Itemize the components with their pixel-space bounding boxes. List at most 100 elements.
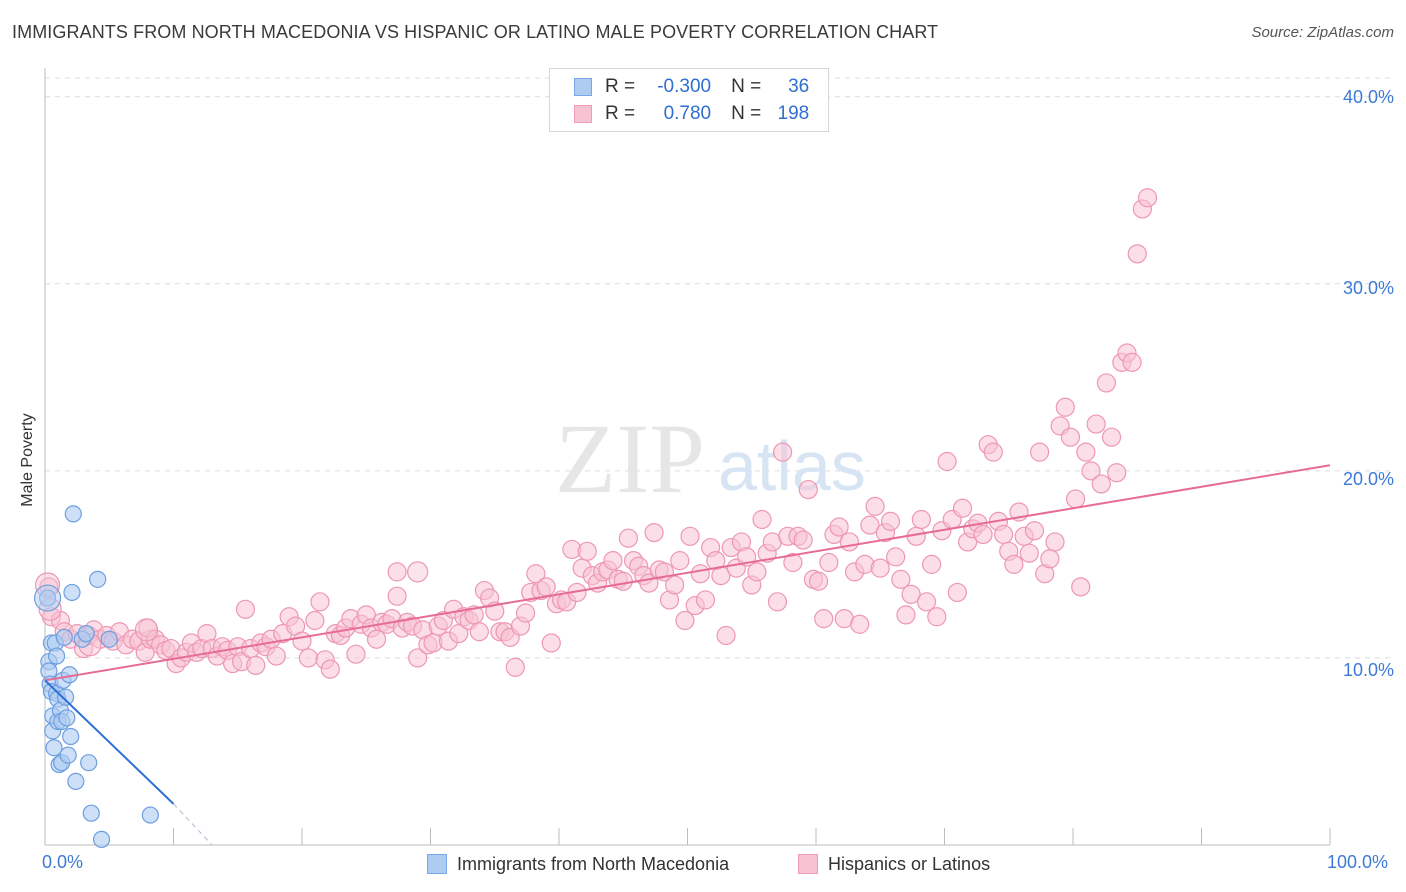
hispanic-point <box>839 532 860 552</box>
macedonia-point <box>33 584 62 612</box>
hispanic-point <box>536 577 556 597</box>
hispanic-point <box>134 618 159 642</box>
macedonia-point <box>89 570 107 588</box>
legend-row-macedonia: R = -0.300 N = 36 <box>574 75 809 99</box>
macedonia-point <box>77 625 95 643</box>
hispanic-point <box>1127 244 1147 264</box>
hispanic-point <box>927 607 947 627</box>
chart-title: IMMIGRANTS FROM NORTH MACEDONIA VS HISPA… <box>12 22 939 42</box>
legend-label: Immigrants from North Macedonia <box>457 853 730 874</box>
watermark-zip: ZIP <box>555 403 705 514</box>
macedonia-trend-line <box>44 679 175 805</box>
legend-label: Hispanics or Latinos <box>828 853 991 874</box>
hispanic-point <box>1091 474 1111 494</box>
macedonia-point <box>47 647 66 665</box>
legend-n-value: 36 <box>788 76 810 97</box>
hispanic-point <box>829 517 849 537</box>
macedonia-point <box>100 630 118 648</box>
trend-lines <box>44 464 1331 846</box>
hispanic-point <box>891 569 911 589</box>
hispanic-point <box>896 605 916 625</box>
y-tick-label: 20.0% <box>1342 469 1394 489</box>
legend-r-label: R = <box>605 76 636 97</box>
hispanic-point <box>618 528 638 548</box>
macedonia-point <box>59 746 77 764</box>
hispanic-point <box>1029 442 1050 462</box>
hispanic-point <box>870 558 890 578</box>
hispanic-trend-line <box>44 464 1331 682</box>
hispanic-point <box>1040 549 1060 569</box>
hispanic-point <box>973 524 993 545</box>
hispanic-point <box>1045 532 1065 552</box>
macedonia-point <box>92 830 111 848</box>
hispanic-point <box>1122 352 1142 372</box>
hispanic-point <box>860 515 880 535</box>
hispanic-point <box>911 509 931 530</box>
macedonia-point <box>80 754 98 772</box>
hispanic-point <box>541 633 561 653</box>
legend-r-label: R = <box>605 103 636 124</box>
legend-n-label: N = <box>731 76 762 97</box>
macedonia-point <box>56 688 75 706</box>
macedonia-point <box>67 772 85 790</box>
hispanic-point <box>772 442 793 462</box>
hispanic-point <box>298 648 319 668</box>
legend-row-hispanic: R = 0.780 N = 198 <box>574 102 809 126</box>
hispanic-point <box>901 584 921 604</box>
hispanic-point <box>1055 397 1075 417</box>
hispanic-point <box>1107 463 1127 483</box>
hispanic-point <box>675 610 695 631</box>
hispanic-point <box>577 541 597 561</box>
hispanic-point <box>952 498 973 518</box>
hispanic-point <box>747 562 767 582</box>
hispanic-point <box>716 625 736 646</box>
hispanic-point <box>515 603 536 623</box>
hispanic-point <box>320 659 340 679</box>
hispanic-point <box>235 599 256 619</box>
hispanic-point <box>505 657 525 677</box>
hispanic-point <box>387 562 407 582</box>
stats-legend: R = -0.300 N = 36 R = 0.780 N = 198 <box>549 68 829 132</box>
macedonia-point <box>62 727 80 746</box>
legend-r-value: -0.300 <box>657 76 712 97</box>
hispanic-point <box>665 575 685 595</box>
macedonia-point <box>58 709 76 727</box>
macedonia-point <box>63 583 81 602</box>
hispanic-point <box>1004 554 1024 574</box>
hispanic-point <box>1019 543 1039 563</box>
hispanic-point <box>292 631 312 651</box>
macedonia-trend-extension <box>173 803 213 846</box>
hispanic-point <box>1096 373 1117 393</box>
hispanic-point <box>798 479 818 500</box>
hispanic-point <box>1086 414 1106 434</box>
hispanic-point <box>994 524 1014 545</box>
bottom-legend-hispanic: Hispanics or Latinos <box>798 852 990 876</box>
watermark-atlas: atlas <box>718 427 866 505</box>
hispanic-point <box>752 509 772 530</box>
hispanic-point <box>670 551 690 571</box>
hispanic-point <box>1137 188 1158 208</box>
hispanic-point <box>1081 461 1101 481</box>
hispanic-point <box>947 582 967 603</box>
hispanic-point <box>1071 577 1091 597</box>
x-tick-label: 0.0% <box>42 852 84 872</box>
hispanic-point <box>310 592 330 612</box>
hispanic-point <box>408 648 428 668</box>
hispanic-point <box>407 561 429 583</box>
macedonia-point <box>141 806 159 824</box>
hispanic-point <box>305 610 325 631</box>
hispanic-point <box>1065 489 1086 509</box>
macedonia-point <box>55 628 73 646</box>
hispanic-point <box>387 586 407 606</box>
hispanic-point <box>644 522 664 543</box>
hispanic-point <box>886 547 906 567</box>
macedonia-point <box>82 804 100 822</box>
hispanic-point <box>808 571 829 591</box>
hispanic-point <box>695 590 716 610</box>
macedonia-point <box>45 739 63 757</box>
legend-swatch-blue <box>574 78 592 96</box>
y-tick-label: 30.0% <box>1342 278 1394 298</box>
x-tick-label: 100.0% <box>1327 852 1389 872</box>
legend-r-value: 0.780 <box>663 103 712 124</box>
